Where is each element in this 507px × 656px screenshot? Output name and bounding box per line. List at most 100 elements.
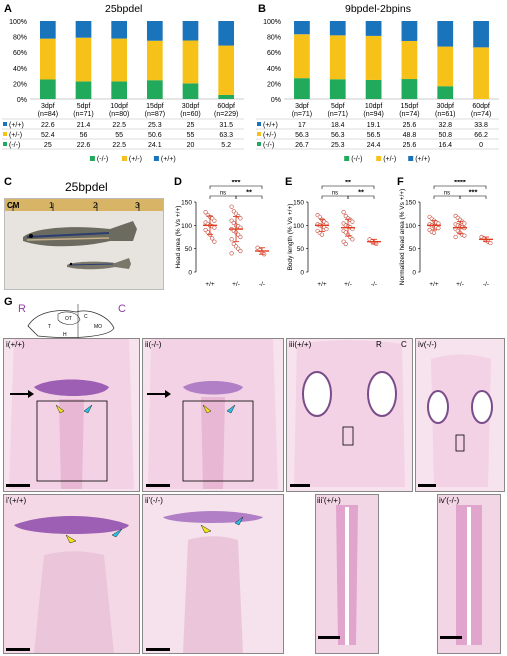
table-cell: 19.1 bbox=[367, 122, 381, 129]
table-swatch bbox=[3, 142, 7, 146]
table-cell: 56.3 bbox=[295, 132, 309, 139]
histology-i bbox=[3, 338, 140, 492]
data-point bbox=[453, 234, 458, 240]
y-axis-label: Body length (% Vs +/+) bbox=[287, 204, 294, 271]
x-tick-label: 10dpf bbox=[365, 103, 383, 110]
table-cell: 48.8 bbox=[403, 132, 417, 139]
panel-b-title: 9bpdel-2bpins bbox=[345, 3, 411, 15]
table-row-label: (+/-) bbox=[263, 132, 276, 139]
legend-label: (-/-) bbox=[97, 156, 108, 163]
table-cell: 25.3 bbox=[148, 122, 162, 129]
x-tick-label: +/- bbox=[232, 281, 240, 288]
panel-b-letter: B bbox=[258, 3, 266, 15]
x-tick-label: 60dpf bbox=[217, 103, 235, 110]
fish-photo: CM 1 2 3 bbox=[4, 198, 164, 290]
table-cell: 31.5 bbox=[219, 122, 233, 129]
data-point bbox=[212, 225, 217, 230]
significance-label: ** bbox=[345, 180, 351, 187]
legend-swatch bbox=[153, 156, 159, 161]
y-tick: 0 bbox=[300, 270, 304, 277]
table-cell: 5.2 bbox=[221, 142, 231, 149]
significance-label: ns bbox=[220, 191, 226, 197]
label-iv: iv(-/-) bbox=[418, 340, 437, 349]
data-point bbox=[203, 210, 208, 215]
data-point bbox=[212, 218, 217, 223]
y-tick: 50 bbox=[409, 246, 417, 253]
table-cell: 25.6 bbox=[403, 142, 417, 149]
bar-segment bbox=[146, 80, 163, 99]
bar-segment bbox=[218, 45, 235, 95]
data-point bbox=[341, 210, 346, 215]
bar-segment bbox=[473, 47, 489, 99]
brain-schematic: R C OT T H MO C bbox=[18, 303, 126, 338]
bar-segment bbox=[75, 21, 92, 38]
inset-caudal: C bbox=[401, 340, 407, 349]
x-tick-label: (n=74) bbox=[399, 111, 419, 118]
x-tick-label: +/+ bbox=[429, 281, 439, 288]
x-tick-label: (n=61) bbox=[435, 111, 455, 118]
histology-iv-prime bbox=[437, 494, 501, 654]
significance-label: *** bbox=[469, 188, 478, 197]
small-fish bbox=[67, 258, 131, 270]
x-tick-label: (n=80) bbox=[109, 111, 129, 118]
y-tick: 20% bbox=[267, 81, 281, 88]
y-tick: 80% bbox=[13, 35, 27, 42]
bar-segment bbox=[39, 79, 56, 99]
x-tick-label: +/- bbox=[344, 281, 352, 288]
table-cell: 56 bbox=[80, 132, 88, 139]
legend-label: (+/-) bbox=[129, 156, 142, 163]
table-row-label: (-/-) bbox=[9, 142, 20, 149]
y-tick: 0 bbox=[412, 270, 416, 277]
table-cell: 25.6 bbox=[403, 122, 417, 129]
histology-iii bbox=[286, 338, 413, 492]
bar-segment bbox=[111, 81, 128, 99]
panel-a-title: 25bpdel bbox=[105, 3, 143, 15]
y-tick: 0% bbox=[271, 97, 281, 104]
data-point bbox=[317, 214, 322, 220]
x-tick-label: +/- bbox=[456, 281, 464, 288]
bar-segment bbox=[146, 40, 163, 81]
significance-bracket bbox=[433, 195, 461, 199]
data-point bbox=[229, 237, 234, 242]
significance-label: **** bbox=[454, 180, 466, 187]
table-cell: 25.3 bbox=[331, 142, 345, 149]
y-tick: 100 bbox=[293, 223, 304, 230]
table-cell: 32.8 bbox=[438, 122, 452, 129]
x-tick-label: (n=71) bbox=[73, 111, 93, 118]
bar-segment bbox=[218, 21, 235, 46]
bar-segment bbox=[182, 40, 199, 84]
ruler-tick-3: 3 bbox=[135, 201, 140, 210]
significance-label: *** bbox=[232, 180, 241, 187]
x-tick-label: 15dpf bbox=[146, 103, 164, 110]
x-tick-label: 30dpf bbox=[182, 103, 200, 110]
table-cell: 22.6 bbox=[77, 142, 91, 149]
histology-ii-prime bbox=[142, 494, 284, 654]
panel-c-letter: C bbox=[4, 176, 12, 188]
x-tick-label: 5dpf bbox=[331, 103, 345, 110]
scale-bar-iv bbox=[418, 484, 436, 487]
data-point bbox=[212, 239, 217, 244]
bar-segment bbox=[111, 21, 128, 39]
x-tick-label: 10dpf bbox=[110, 103, 128, 110]
bar-segment bbox=[401, 79, 418, 99]
x-tick-label: (n=229) bbox=[214, 111, 238, 118]
x-tick-label: -/- bbox=[483, 281, 489, 288]
x-tick-label: 30dpf bbox=[436, 103, 454, 110]
table-cell: 52.4 bbox=[41, 132, 55, 139]
table-row-label: (+/+) bbox=[263, 122, 278, 129]
bar-segment bbox=[182, 21, 199, 41]
bar-segment bbox=[39, 21, 56, 39]
legend-swatch bbox=[344, 156, 350, 161]
caudal-label: C bbox=[118, 303, 126, 315]
label-ii: ii(-/-) bbox=[145, 340, 162, 349]
bar-segment bbox=[294, 21, 310, 35]
table-cell: 18.4 bbox=[331, 122, 345, 129]
table-cell: 50.6 bbox=[148, 132, 162, 139]
data-point bbox=[229, 251, 234, 256]
bar-segment bbox=[365, 21, 382, 36]
table-cell: 21.4 bbox=[77, 122, 91, 129]
significance-bracket bbox=[209, 185, 263, 189]
table-cell: 55 bbox=[115, 132, 123, 139]
label-ii-prime: ii'(-/-) bbox=[145, 496, 163, 505]
